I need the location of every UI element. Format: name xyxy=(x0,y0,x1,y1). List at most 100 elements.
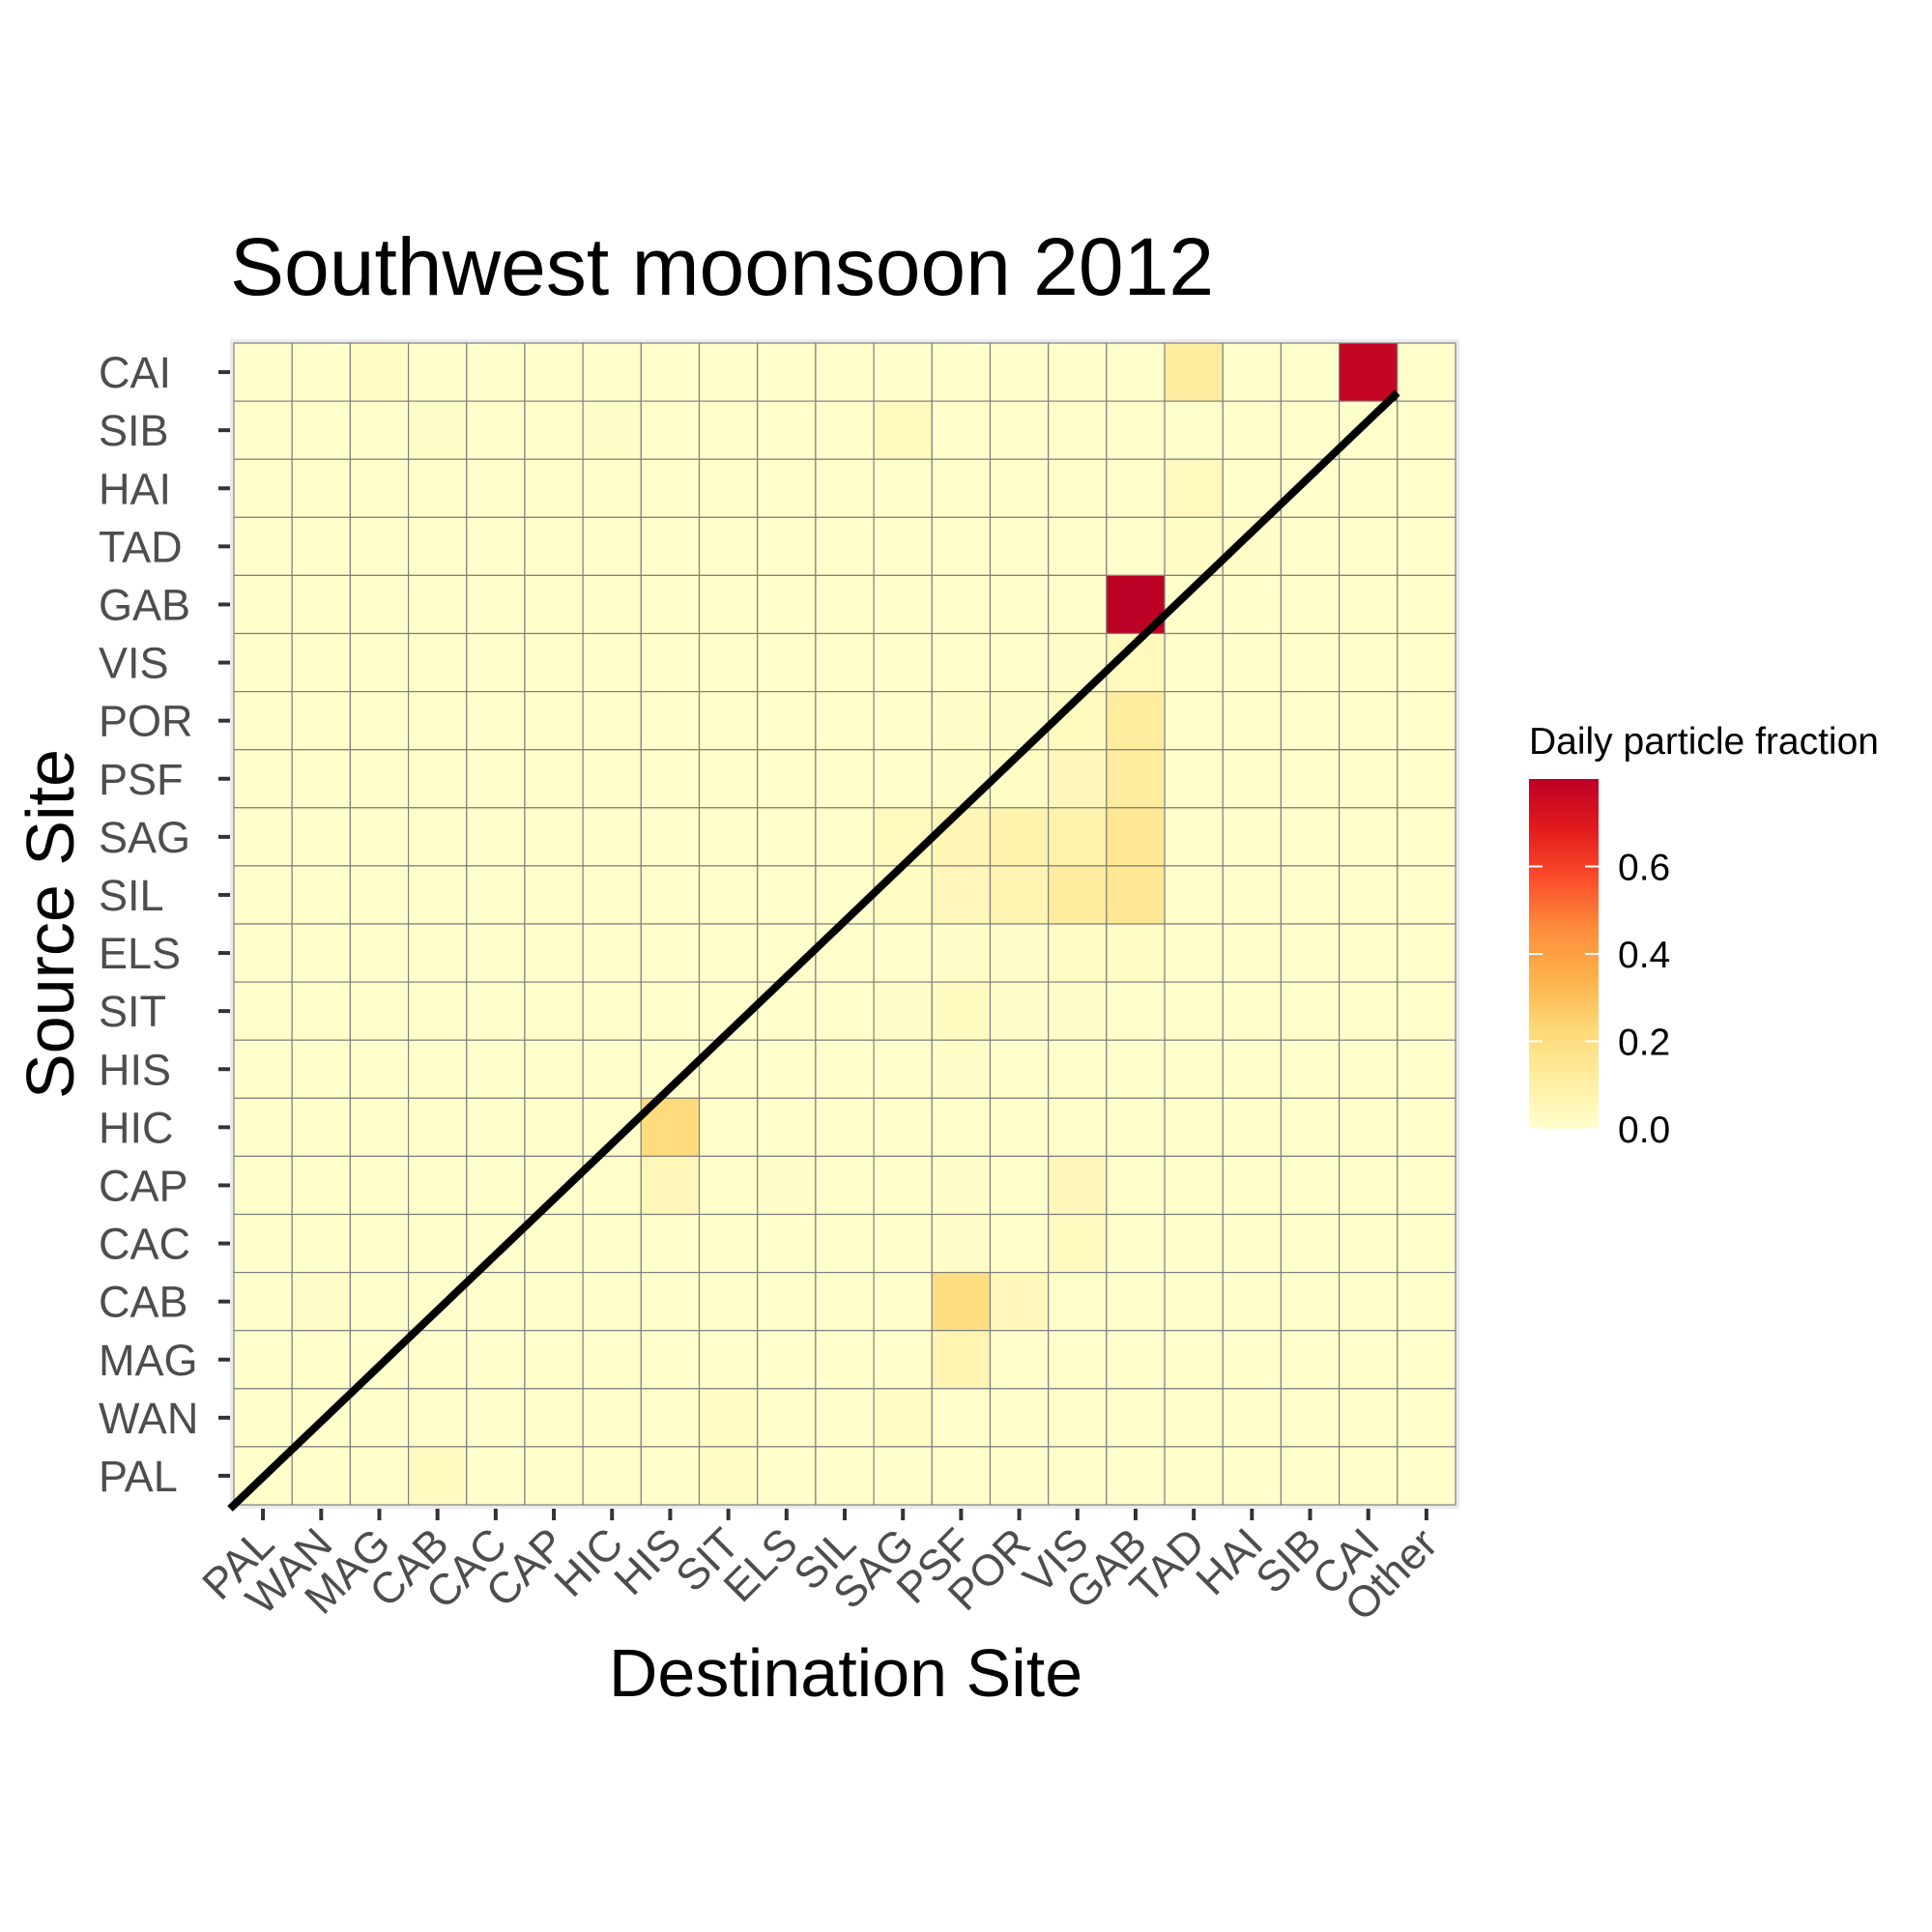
heatmap-cell xyxy=(349,1213,410,1274)
heatmap-cell xyxy=(1164,400,1224,460)
heatmap-cell xyxy=(466,574,526,635)
heatmap-cell xyxy=(698,516,759,576)
heatmap-cell xyxy=(407,632,468,693)
heatmap-cell xyxy=(1397,865,1456,925)
heatmap-cell xyxy=(640,1271,701,1332)
heatmap-cell xyxy=(466,400,526,460)
heatmap-cell xyxy=(1280,342,1341,402)
heatmap-cell xyxy=(698,458,759,518)
heatmap-cell xyxy=(873,1330,933,1390)
heatmap-cell xyxy=(873,690,933,751)
heatmap-cell xyxy=(349,1330,410,1390)
heatmap-cell xyxy=(291,1330,351,1390)
heatmap-cell xyxy=(931,458,992,518)
heatmap-cell xyxy=(291,574,351,635)
heatmap-cell xyxy=(466,342,526,402)
heatmap-cell xyxy=(698,1097,759,1158)
heatmap-cell xyxy=(757,574,817,635)
heatmap-cell xyxy=(466,749,526,809)
heatmap-cell xyxy=(524,749,584,809)
heatmap-cell xyxy=(757,865,817,925)
heatmap-cell xyxy=(989,574,1050,635)
heatmap-cell xyxy=(1280,1388,1341,1448)
heatmap-cell xyxy=(815,1155,875,1216)
heatmap-cell xyxy=(873,1039,933,1099)
heatmap-cell xyxy=(1164,1271,1224,1332)
heatmap-cell xyxy=(582,1446,642,1506)
heatmap-cell xyxy=(815,749,875,809)
heatmap-cell xyxy=(640,749,701,809)
heatmap-cell xyxy=(1106,400,1166,460)
y-axis-title: Source Site xyxy=(13,749,88,1099)
heatmap-cell xyxy=(349,1446,410,1506)
heatmap-cell xyxy=(989,807,1050,867)
heatmap-cell xyxy=(291,632,351,693)
heatmap-cell xyxy=(1280,574,1341,635)
heatmap-cell xyxy=(1164,1039,1224,1099)
heatmap-cell xyxy=(582,1213,642,1274)
heatmap-cell xyxy=(989,923,1050,983)
heatmap-cell xyxy=(1222,1039,1283,1099)
heatmap-cell xyxy=(1106,458,1166,518)
heatmap-cell xyxy=(640,1388,701,1448)
heatmap-cell xyxy=(1048,1388,1108,1448)
heatmap-cell xyxy=(1222,749,1283,809)
heatmap-cell xyxy=(1280,458,1341,518)
heatmap-cell xyxy=(1164,923,1224,983)
heatmap-cell xyxy=(1222,458,1283,518)
heatmap-cell xyxy=(349,632,410,693)
heatmap-cell xyxy=(873,1271,933,1332)
heatmap-cell xyxy=(233,516,293,576)
heatmap-cell xyxy=(1048,865,1108,925)
heatmap-cell xyxy=(349,1271,410,1332)
heatmap-cell xyxy=(466,1446,526,1506)
heatmap-cell xyxy=(757,458,817,518)
heatmap-cell xyxy=(407,1155,468,1216)
heatmap-cell xyxy=(233,458,293,518)
heatmap-cell xyxy=(1280,1097,1341,1158)
heatmap-cell xyxy=(873,1213,933,1274)
heatmap-cell xyxy=(757,1039,817,1099)
heatmap-cell xyxy=(1048,1446,1108,1506)
heatmap-cell xyxy=(407,690,468,751)
heatmap-cell xyxy=(466,981,526,1041)
heatmap-cell xyxy=(291,1271,351,1332)
heatmap-cell xyxy=(233,342,293,402)
heatmap-cell xyxy=(1222,865,1283,925)
heatmap-cell xyxy=(698,690,759,751)
heatmap-cell xyxy=(466,807,526,867)
heatmap-cell xyxy=(931,1271,992,1332)
heatmap-cell xyxy=(931,1097,992,1158)
heatmap-cell xyxy=(989,342,1050,402)
heatmap-cell xyxy=(931,400,992,460)
heatmap-cell xyxy=(1339,807,1399,867)
heatmap-cell xyxy=(349,981,410,1041)
heatmap-cell xyxy=(1222,632,1283,693)
heatmap-cell xyxy=(1339,981,1399,1041)
heatmap-cell xyxy=(233,1097,293,1158)
heatmap-cell xyxy=(989,1155,1050,1216)
heatmap-cell xyxy=(291,749,351,809)
heatmap-cell xyxy=(1048,516,1108,576)
heatmap-cell xyxy=(873,342,933,402)
heatmap-cell xyxy=(1106,1330,1166,1390)
heatmap-cell xyxy=(524,1097,584,1158)
heatmap-cell xyxy=(757,342,817,402)
heatmap-cell xyxy=(349,1155,410,1216)
heatmap-cell xyxy=(1048,1097,1108,1158)
heatmap-cell xyxy=(1397,1213,1456,1274)
heatmap-cell xyxy=(524,516,584,576)
heatmap-cell xyxy=(1339,1039,1399,1099)
heatmap-cell xyxy=(757,516,817,576)
heatmap-cell xyxy=(931,1388,992,1448)
heatmap-cell xyxy=(1106,923,1166,983)
heatmap-cell xyxy=(349,342,410,402)
heatmap-cell xyxy=(582,923,642,983)
heatmap-cell xyxy=(698,574,759,635)
heatmap-cell xyxy=(233,1271,293,1332)
heatmap-cell xyxy=(757,1446,817,1506)
heatmap-cell xyxy=(582,1388,642,1448)
heatmap-cell xyxy=(1339,1330,1399,1390)
heatmap-cell xyxy=(931,807,992,867)
heatmap-cell xyxy=(291,690,351,751)
